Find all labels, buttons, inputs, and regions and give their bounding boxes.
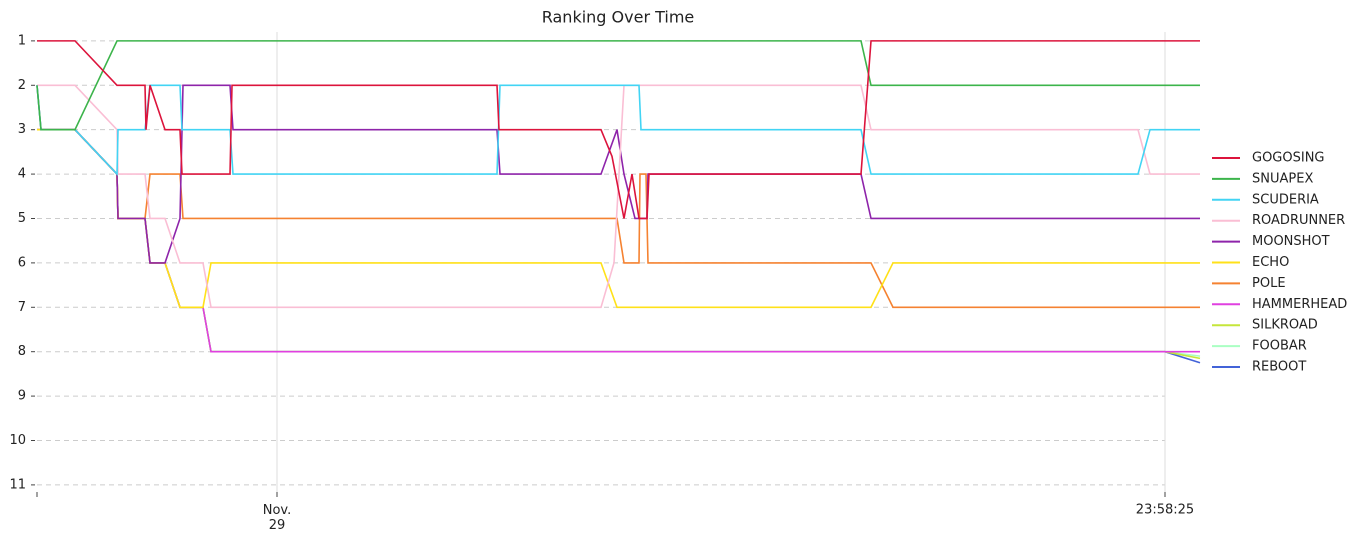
x-tick-label: 23:58:25 — [1136, 503, 1194, 518]
y-tick-label: 10 — [9, 433, 26, 448]
y-tick-label: 8 — [18, 344, 26, 359]
legend-label: FOOBAR — [1252, 339, 1307, 354]
chart-title: Ranking Over Time — [542, 8, 695, 27]
y-tick-label: 1 — [18, 33, 26, 48]
series-line — [37, 128, 1200, 353]
x-tick-label-line: 29 — [269, 518, 286, 533]
series-line — [37, 128, 1201, 360]
series-line — [37, 128, 1201, 364]
y-tick-label: 2 — [18, 78, 26, 93]
legend-label: ROADRUNNER — [1252, 213, 1345, 228]
y-tick-label: 7 — [18, 300, 26, 315]
legend-label: REBOOT — [1252, 360, 1306, 375]
legend-label: POLE — [1252, 276, 1286, 291]
series-line — [37, 84, 1200, 309]
y-tick-label: 11 — [9, 477, 26, 492]
legend-label: ECHO — [1252, 255, 1289, 270]
series-line — [37, 40, 1200, 220]
series-line — [36, 40, 1200, 131]
legend-label: SILKROAD — [1252, 318, 1318, 333]
legend-label: SCUDERIA — [1252, 192, 1319, 207]
legend-label: MOONSHOT — [1252, 234, 1330, 249]
series-line — [36, 84, 1200, 177]
y-tick-label: 9 — [18, 389, 26, 404]
y-tick-label: 6 — [18, 255, 26, 270]
x-tick-label-line: Nov. — [263, 503, 292, 518]
series-line — [37, 128, 1201, 357]
y-tick-label: 5 — [18, 211, 26, 226]
legend-label: HAMMERHEAD — [1252, 297, 1347, 312]
y-tick-label: 3 — [18, 122, 26, 137]
y-tick-label: 4 — [18, 167, 26, 182]
x-tick-label: Nov. 29 — [263, 503, 292, 533]
legend-label: SNUAPEX — [1252, 171, 1313, 186]
legend-label: GOGOSING — [1252, 151, 1325, 166]
